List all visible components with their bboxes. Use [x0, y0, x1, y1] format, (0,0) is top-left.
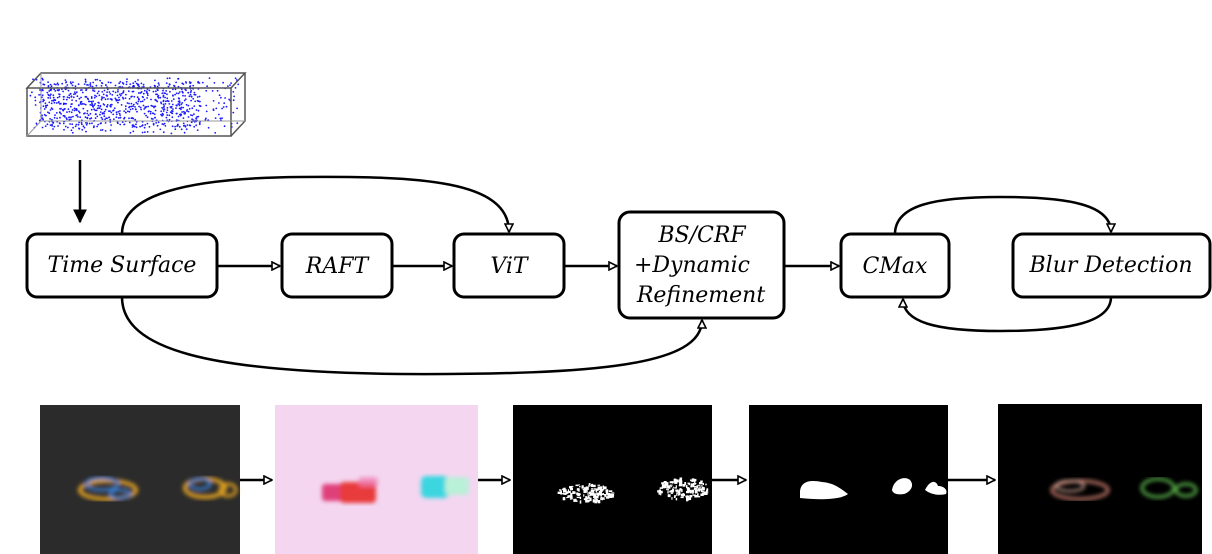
node-refinement-label-1: BS/CRF	[657, 223, 746, 248]
node-blur-detection-label: Blur Detection	[1028, 253, 1192, 278]
node-refinement-label-3: Refinement	[636, 283, 765, 308]
node-refinement: BS/CRF +Dynamic Refinement	[617, 210, 786, 320]
panel-event-image	[40, 405, 240, 554]
panel-raw-mask	[513, 405, 712, 554]
node-raft-label: RAFT	[305, 254, 371, 279]
node-cmax: CMax	[839, 232, 951, 299]
node-blur-detection: Blur Detection	[1011, 232, 1212, 299]
node-vit: ViT	[452, 232, 566, 299]
mask-speckle	[557, 477, 709, 504]
edge-cmax-to-blur	[893, 195, 1111, 235]
node-raft: RAFT	[280, 232, 394, 299]
event-points	[29, 77, 240, 135]
node-time-surface-label: Time Surface	[48, 253, 197, 278]
node-refinement-label-2: +Dynamic	[634, 253, 750, 278]
panel-optical-flow	[275, 405, 478, 554]
event-volume	[25, 72, 247, 137]
panel-segmented-events	[998, 404, 1202, 554]
edge-time-surface-to-refinement	[120, 296, 702, 376]
node-cmax-label: CMax	[863, 254, 928, 279]
node-time-surface: Time Surface	[25, 232, 219, 299]
edge-blur-to-cmax	[903, 296, 1113, 333]
node-vit-label: ViT	[490, 254, 530, 279]
edge-time-surface-to-vit	[120, 175, 509, 235]
panel-refined-mask	[749, 405, 948, 554]
